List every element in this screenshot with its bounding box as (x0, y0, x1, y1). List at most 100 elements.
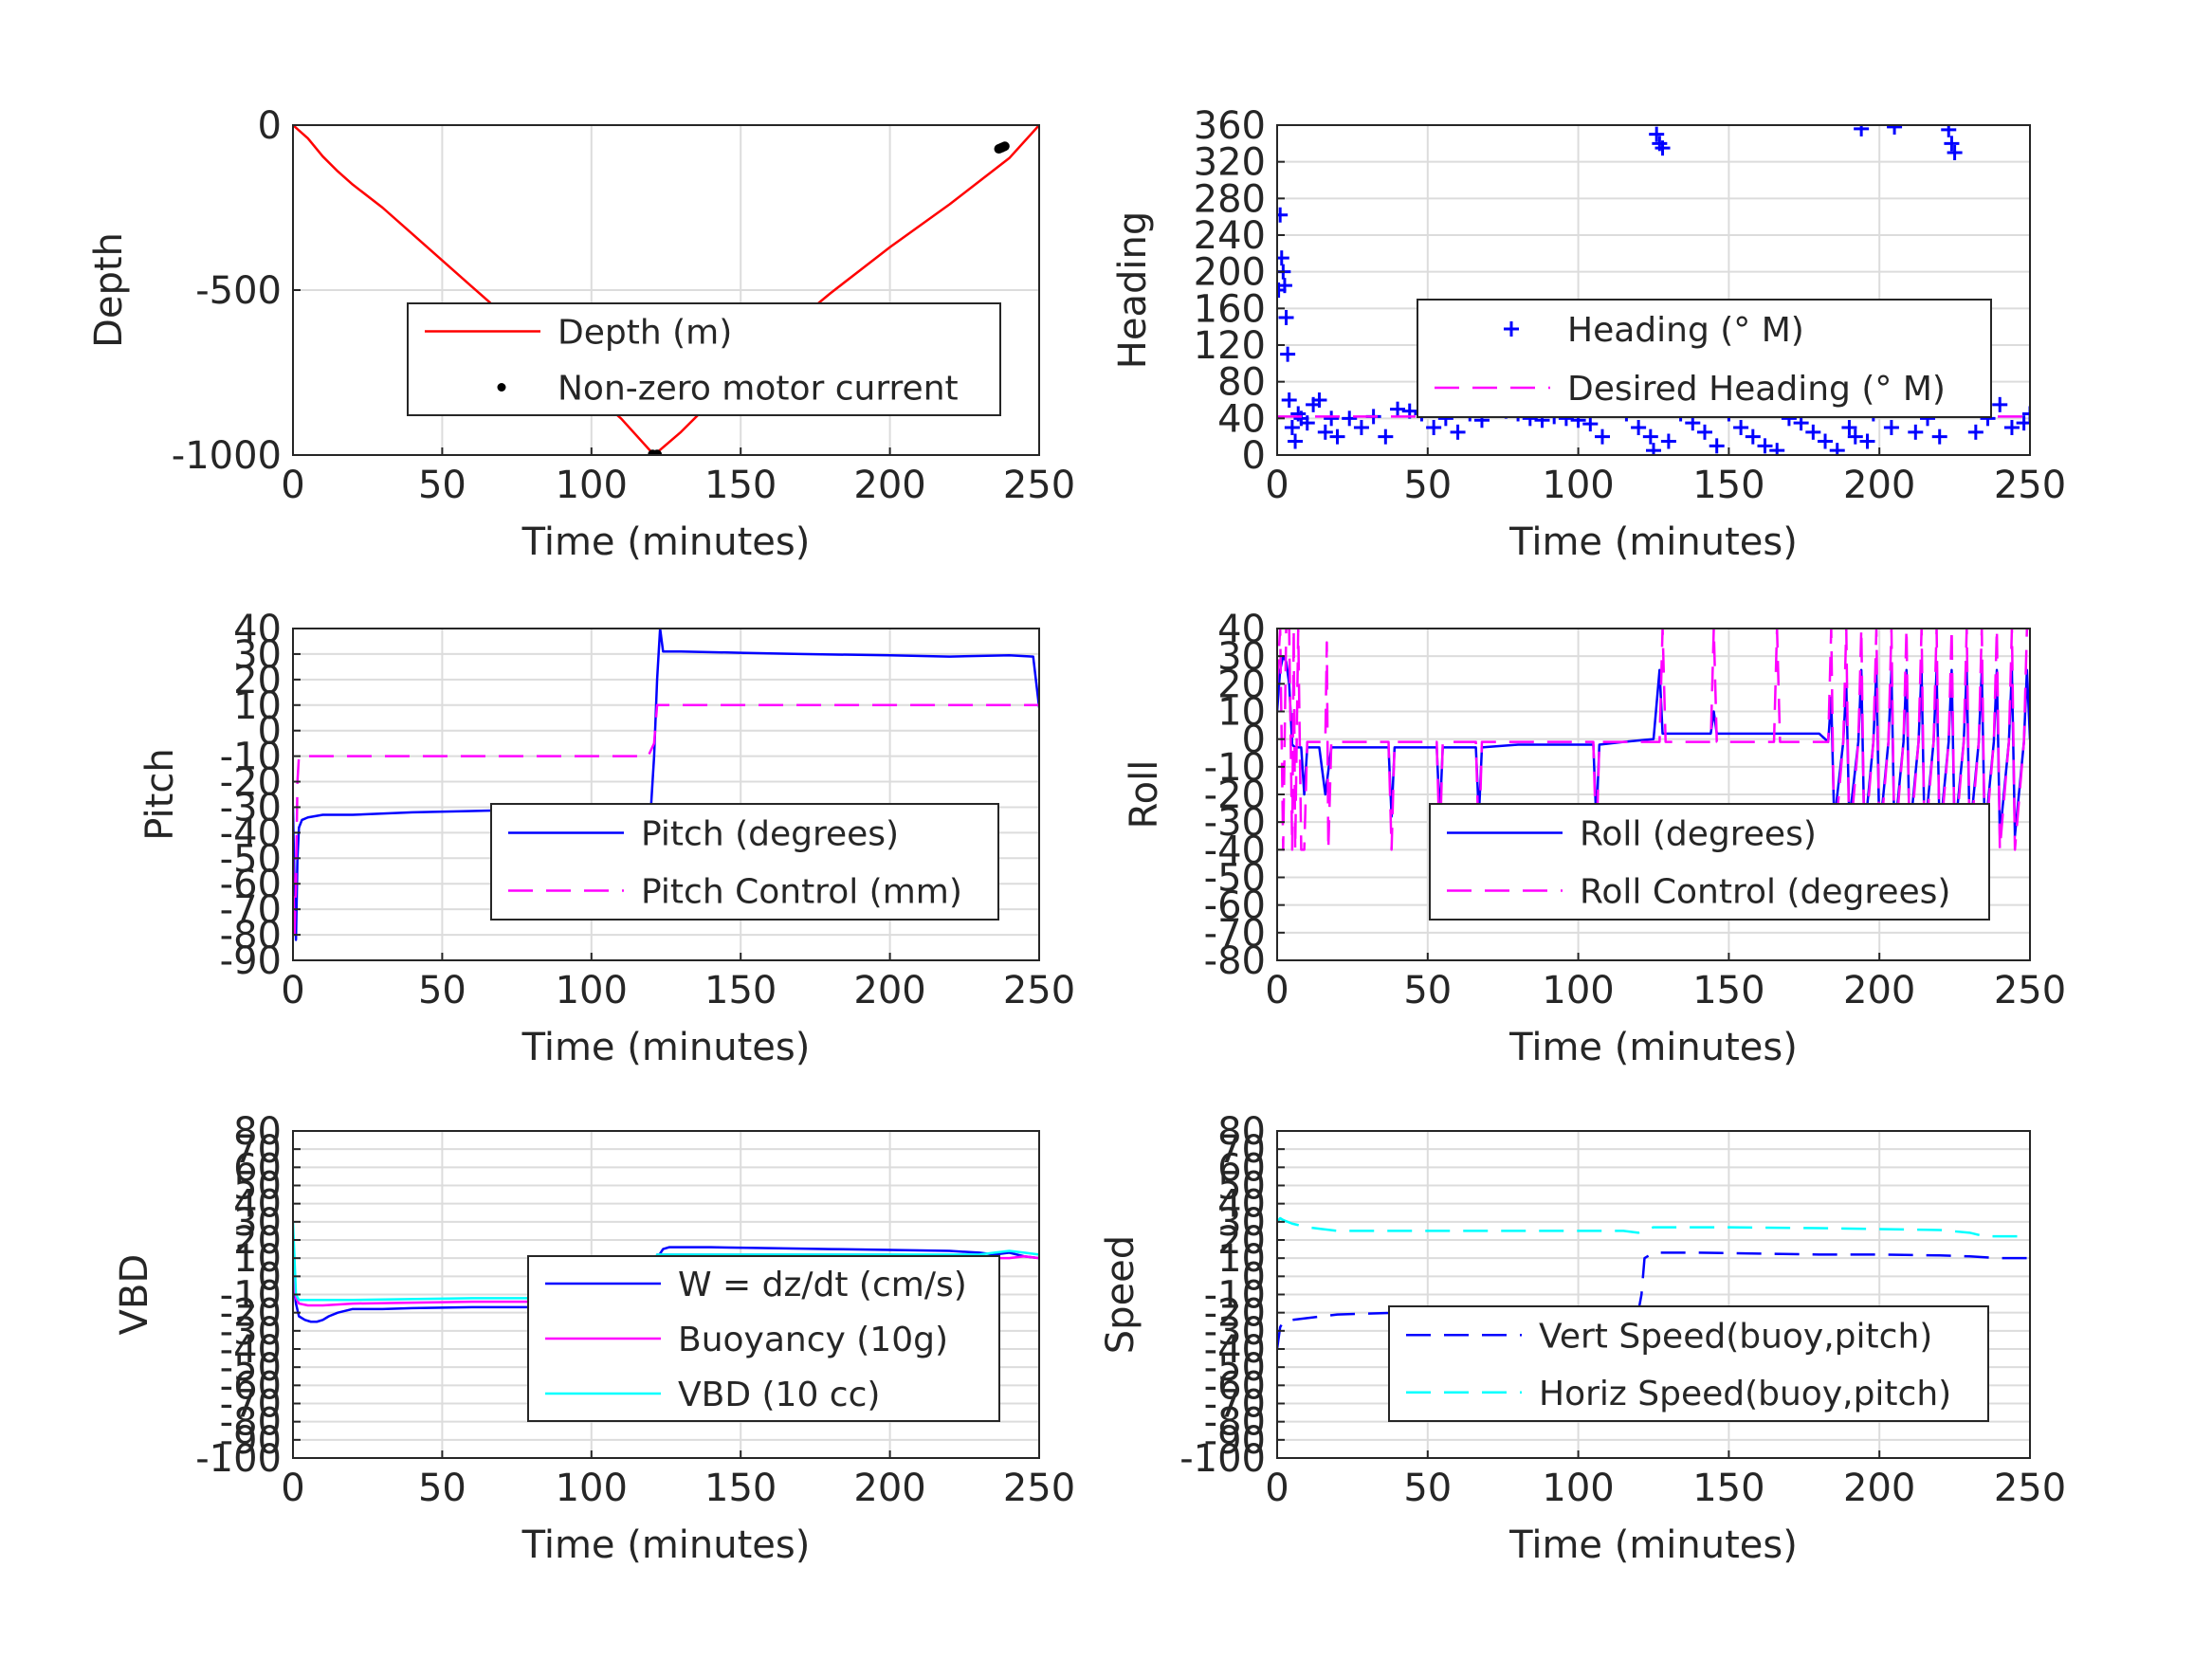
y-tick-label: -70 (220, 888, 282, 932)
y-tick-label: 0 (258, 710, 282, 754)
x-tick-label: 100 (556, 464, 628, 507)
legend-marker (497, 383, 506, 392)
data-point (1883, 420, 1899, 435)
series-group (293, 125, 1039, 455)
data-point (1931, 428, 1947, 445)
data-point (1426, 420, 1442, 435)
x-axis-label: Time (minutes) (1508, 1523, 1798, 1567)
legend-entry: Pitch (degrees) (641, 815, 899, 854)
y-tick-label: 40 (1217, 1183, 1266, 1227)
data-point (1631, 420, 1647, 435)
legend-entry: Heading (° M) (1567, 311, 1804, 350)
data-point (1280, 346, 1296, 362)
y-tick-label: -10 (220, 736, 282, 779)
y-tick-label: 10 (1217, 1237, 1266, 1281)
y-tick-label: -30 (1204, 801, 1266, 845)
axes-box (292, 628, 1040, 961)
y-tick-label: -80 (220, 1401, 282, 1445)
y-tick-label: -20 (220, 761, 282, 805)
x-tick-label: 50 (1403, 969, 1452, 1012)
y-tick-label: 60 (1217, 1146, 1266, 1190)
x-tick-label: 50 (418, 464, 466, 507)
y-tick-label: 80 (1217, 1110, 1266, 1154)
y-tick-label: -70 (1204, 1383, 1266, 1427)
y-tick-label: 240 (1194, 214, 1266, 258)
legend: Heading (° M) Desired Heading (° M) (1417, 299, 1992, 418)
x-tick-label: 100 (1542, 1467, 1614, 1510)
y-tick-label: -10 (1204, 1274, 1266, 1318)
x-tick-label: 200 (853, 969, 925, 1012)
data-point (1299, 415, 1315, 431)
x-tick-label: 150 (1692, 464, 1764, 507)
y-tick-label: -60 (1204, 884, 1266, 928)
legend: Depth (m) Non-zero motor current (407, 302, 1001, 416)
y-tick-label: 320 (1194, 141, 1266, 185)
y-tick-label: -80 (220, 914, 282, 957)
y-tick-label: -1000 (172, 434, 282, 478)
data-point (1277, 278, 1292, 294)
legend-entry: Roll Control (degrees) (1580, 873, 1950, 912)
data-point (2003, 420, 2020, 435)
y-tick-label: -30 (220, 786, 282, 830)
y-tick-label: 30 (233, 633, 282, 677)
data-point (1805, 424, 1821, 440)
data-point (1378, 428, 1394, 445)
data-point (1908, 424, 1924, 440)
y-tick-label: 10 (233, 1237, 282, 1281)
data-point (1281, 392, 1297, 408)
y-tick-label: -40 (1204, 829, 1266, 872)
x-tick-label: 250 (1994, 1467, 2066, 1510)
x-tick-label: 100 (556, 1467, 628, 1510)
legend-box (1388, 1305, 1989, 1422)
y-tick-label: -80 (1204, 1401, 1266, 1445)
data-point (1769, 443, 1785, 455)
x-tick-label: 50 (1403, 464, 1452, 507)
y-tick-label: 40 (1217, 397, 1266, 441)
x-tick-label: 150 (704, 1467, 777, 1510)
data-point (1646, 443, 1661, 455)
legend: Pitch (degrees) Pitch Control (mm) (490, 803, 999, 921)
y-tick-label: 10 (233, 684, 282, 728)
series-line-2 (293, 703, 1039, 937)
y-tick-label: 20 (233, 659, 282, 702)
y-tick-label: -20 (220, 1292, 282, 1336)
data-point (1733, 420, 1749, 435)
x-tick-label: 0 (281, 969, 304, 1012)
data-point (1829, 443, 1845, 455)
y-tick-label: 40 (233, 608, 282, 651)
y-tick-label: 30 (1217, 635, 1266, 679)
legend-entry: Non-zero motor current (558, 370, 959, 409)
x-tick-label: 50 (418, 969, 466, 1012)
data-point (1841, 420, 1857, 435)
y-tick-label: 80 (1217, 361, 1266, 405)
y-tick-label: -70 (1204, 912, 1266, 956)
x-tick-label: 250 (1003, 464, 1075, 507)
legend-entry: Vert Speed(buoy,pitch) (1539, 1317, 1932, 1356)
x-tick-label: 150 (1692, 969, 1764, 1012)
data-point (1818, 433, 1834, 449)
x-tick-label: 250 (1994, 464, 2066, 507)
y-tick-label: -60 (220, 1364, 282, 1408)
y-tick-label: -50 (1204, 1346, 1266, 1390)
subplot-5: 0 50 100 150 200 250-100-90-80-70-60-50-40-30… (113, 1110, 1075, 1567)
x-tick-label: 50 (1403, 1467, 1452, 1510)
x-axis-label: Time (minutes) (521, 1026, 811, 1069)
legend-box (407, 302, 1001, 416)
legend-entry: W = dz/dt (cm/s) (678, 1266, 967, 1304)
data-point (1582, 416, 1599, 432)
x-axis-label: Time (minutes) (1508, 520, 1798, 564)
y-tick-label: -70 (220, 1383, 282, 1427)
subplot-2: 0 50 100 150 200 2500408012016020024028032036… (1111, 104, 2066, 564)
data-point (999, 141, 1010, 152)
y-tick-label: 50 (1217, 1165, 1266, 1209)
y-tick-label: 200 (1194, 251, 1266, 295)
data-point (1854, 125, 1870, 137)
y-tick-label: 120 (1194, 324, 1266, 368)
x-tick-label: 250 (1003, 969, 1075, 1012)
data-point (2016, 415, 2030, 431)
y-tick-label: 20 (1217, 1219, 1266, 1263)
data-point (1353, 420, 1369, 435)
legend-entry: Horiz Speed(buoy,pitch) (1539, 1375, 1951, 1413)
y-tick-label: -50 (1204, 857, 1266, 901)
